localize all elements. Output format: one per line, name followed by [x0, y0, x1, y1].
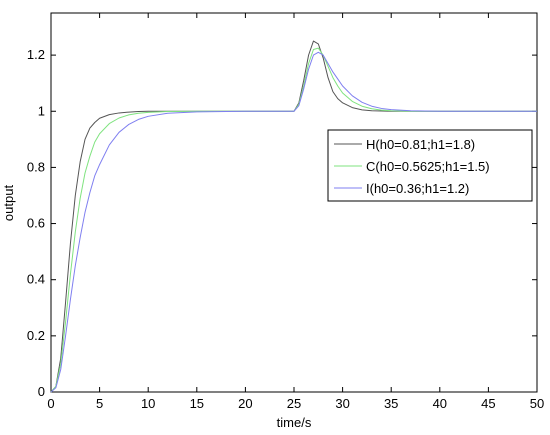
- tick-marks: [50, 13, 538, 393]
- x-tick-label: 10: [141, 396, 155, 411]
- x-tick-labels: 0 5 10 15 20 25 30 35 40 45 50: [47, 396, 544, 411]
- x-tick-label: 25: [287, 396, 301, 411]
- y-tick-label: 0: [38, 384, 45, 399]
- series-lines: [50, 40, 537, 393]
- series-line-3: [50, 51, 537, 393]
- x-tick-label: 40: [433, 396, 447, 411]
- x-tick-label: 35: [384, 396, 398, 411]
- legend-entry: H(h0=0.81;h1=1.8): [366, 137, 475, 152]
- x-tick-label: 45: [481, 396, 495, 411]
- y-tick-label: 0.4: [27, 272, 45, 287]
- x-tick-label: 5: [96, 396, 103, 411]
- y-tick-label: 0.8: [27, 159, 45, 174]
- x-tick-label: 15: [190, 396, 204, 411]
- y-tick-label: 0.2: [27, 328, 45, 343]
- y-axis-label: output: [1, 185, 16, 222]
- plot-area: [50, 12, 538, 393]
- x-tick-label: 0: [47, 396, 54, 411]
- x-tick-label: 30: [335, 396, 349, 411]
- y-tick-label: 1: [38, 103, 45, 118]
- y-tick-labels: 0 0.2 0.4 0.6 0.8 1 1.2: [27, 47, 45, 399]
- y-tick-label: 1.2: [27, 47, 45, 62]
- y-tick-label: 0.6: [27, 216, 45, 231]
- x-tick-label: 20: [238, 396, 252, 411]
- legend: H(h0=0.81;h1=1.8) C(h0=0.5625;h1=1.5) I(h0…: [327, 129, 533, 202]
- x-axis-label: time/s: [277, 415, 312, 430]
- legend-entry: C(h0=0.5625;h1=1.5): [366, 159, 490, 174]
- legend-entry: I(h0=0.36;h1=1.2): [366, 181, 469, 196]
- x-tick-label: 50: [530, 396, 544, 411]
